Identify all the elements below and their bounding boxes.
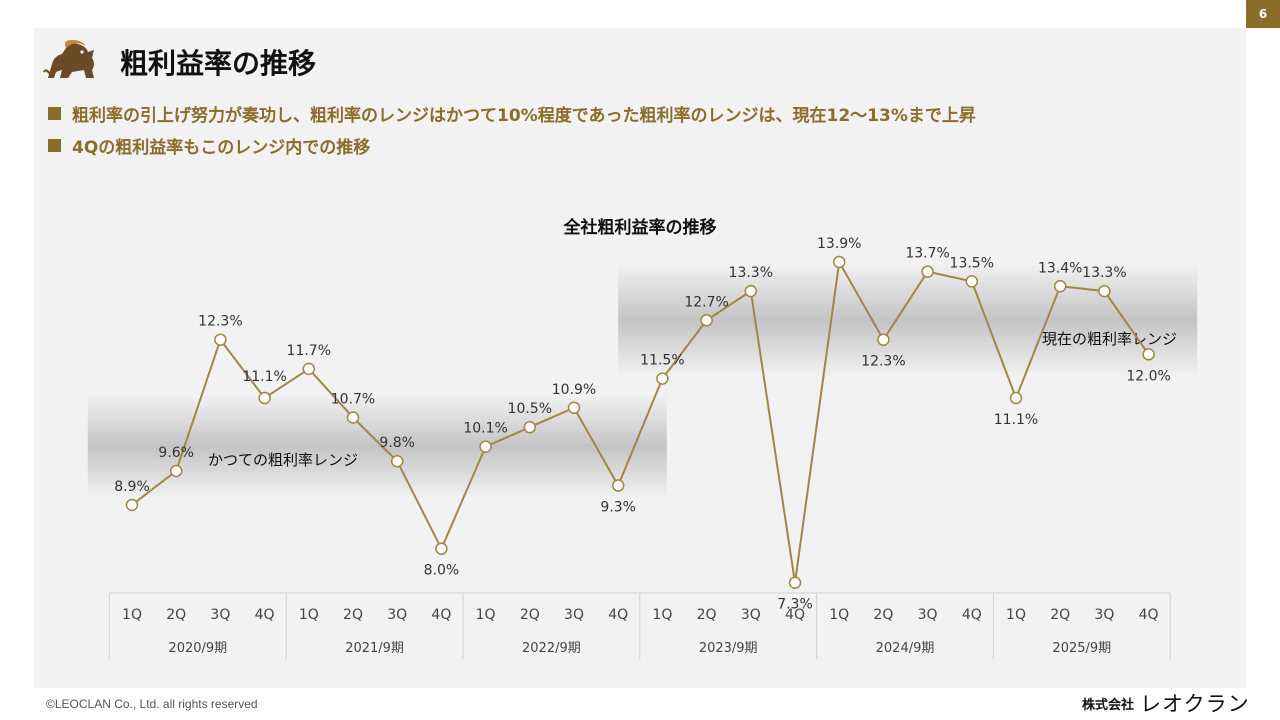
lion-icon bbox=[43, 40, 94, 78]
data-point bbox=[523, 420, 537, 434]
copyright: ©LEOCLAN Co., Ltd. all rights reserved bbox=[46, 697, 258, 711]
company-name: レオクラン bbox=[1140, 692, 1250, 716]
x-tick-label: 1Q bbox=[122, 607, 142, 623]
data-label: 11.1% bbox=[242, 369, 286, 385]
x-tick-label: 3Q bbox=[918, 607, 938, 623]
bullet-text: 4Qの粗利益率もこのレンジ内での推移 bbox=[72, 138, 371, 158]
x-tick-label: 4Q bbox=[1139, 607, 1159, 623]
company-prefix: 株式会社 bbox=[1082, 697, 1135, 713]
data-label: 13.3% bbox=[1082, 265, 1126, 281]
x-tick-label: 2Q bbox=[873, 607, 893, 623]
data-point bbox=[302, 362, 316, 376]
data-point bbox=[1098, 284, 1111, 298]
data-point bbox=[832, 255, 846, 269]
data-point bbox=[479, 440, 492, 453]
data-point bbox=[125, 498, 139, 512]
data-point bbox=[656, 372, 669, 385]
data-label: 8.9% bbox=[114, 479, 150, 495]
x-group-label: 2024/9期 bbox=[876, 641, 935, 656]
data-label: 9.3% bbox=[600, 500, 636, 516]
x-tick-label: 3Q bbox=[387, 607, 407, 623]
data-point bbox=[1053, 280, 1067, 293]
data-point bbox=[258, 391, 271, 405]
data-point bbox=[921, 265, 934, 278]
bullet-square-icon bbox=[48, 139, 61, 152]
x-group-label: 2025/9期 bbox=[1052, 641, 1111, 656]
data-point bbox=[435, 542, 448, 555]
data-label: 10.7% bbox=[331, 391, 375, 407]
data-point bbox=[788, 576, 802, 589]
data-label: 9.8% bbox=[379, 435, 415, 451]
data-label: 8.0% bbox=[424, 563, 460, 579]
x-tick-label: 1Q bbox=[652, 607, 672, 623]
data-point bbox=[214, 333, 227, 346]
band-label-current: 現在の粗利率レンジ bbox=[1042, 330, 1177, 348]
data-point bbox=[1009, 391, 1023, 405]
x-tick-label: 2Q bbox=[166, 607, 186, 623]
data-label: 9.6% bbox=[158, 445, 194, 461]
x-tick-label: 1Q bbox=[476, 607, 496, 623]
x-tick-label: 4Q bbox=[255, 607, 275, 623]
x-group-label: 2023/9期 bbox=[699, 641, 758, 656]
x-tick-label: 4Q bbox=[608, 607, 628, 623]
x-group-label: 2022/9期 bbox=[522, 641, 581, 656]
data-point bbox=[1142, 348, 1155, 361]
x-tick-label: 1Q bbox=[1006, 607, 1026, 623]
bullet-item: 4Qの粗利益率もこのレンジ内での推移 bbox=[48, 133, 370, 158]
x-group-label: 2020/9期 bbox=[168, 641, 227, 656]
data-label: 12.3% bbox=[198, 314, 242, 330]
data-point bbox=[390, 454, 404, 468]
x-tick-label: 2Q bbox=[697, 607, 717, 623]
x-tick-label: 3Q bbox=[741, 607, 761, 623]
data-point bbox=[965, 275, 979, 288]
x-tick-label: 4Q bbox=[785, 607, 805, 623]
x-group-label: 2021/9期 bbox=[345, 641, 404, 656]
data-label: 10.1% bbox=[463, 421, 507, 437]
bullet-square-icon bbox=[48, 107, 61, 120]
x-tick-label: 4Q bbox=[431, 607, 451, 623]
x-tick-label: 1Q bbox=[829, 607, 849, 623]
data-point bbox=[877, 333, 890, 346]
data-label: 13.5% bbox=[950, 255, 994, 271]
data-label: 13.9% bbox=[817, 236, 861, 252]
series-line bbox=[131, 258, 1150, 583]
range-band bbox=[618, 263, 1198, 378]
data-point bbox=[744, 284, 758, 298]
data-point bbox=[346, 411, 360, 424]
x-tick-label: 3Q bbox=[564, 607, 584, 623]
data-label: 13.7% bbox=[905, 246, 949, 262]
data-label: 7.3% bbox=[777, 597, 813, 613]
data-point bbox=[700, 314, 713, 327]
data-label: 11.5% bbox=[640, 353, 684, 369]
x-tick-label: 4Q bbox=[962, 607, 982, 623]
chart-title: 全社粗利益率の推移 bbox=[563, 218, 717, 238]
data-point bbox=[611, 479, 625, 492]
data-label: 13.3% bbox=[729, 265, 773, 281]
data-label: 13.4% bbox=[1038, 260, 1082, 276]
data-label: 10.9% bbox=[552, 382, 596, 398]
x-tick-label: 3Q bbox=[1094, 607, 1114, 623]
data-label: 11.1% bbox=[994, 412, 1038, 428]
data-label: 12.0% bbox=[1126, 368, 1170, 384]
page-title: 粗利益率の推移 bbox=[120, 47, 317, 80]
x-tick-label: 2Q bbox=[343, 607, 363, 623]
x-tick-label: 1Q bbox=[299, 607, 319, 623]
x-tick-label: 2Q bbox=[520, 607, 540, 623]
data-point bbox=[567, 401, 581, 415]
data-label: 11.7% bbox=[287, 343, 331, 359]
data-label: 12.7% bbox=[684, 294, 728, 310]
band-label-past: かつての粗利率レンジ bbox=[208, 451, 358, 469]
data-label: 12.3% bbox=[861, 354, 905, 370]
x-tick-label: 3Q bbox=[210, 607, 230, 623]
x-tick-label: 2Q bbox=[1050, 607, 1070, 623]
bullet-text: 粗利率の引上げ努力が奏功し、粗利率のレンジはかつて10%程度であった粗利率のレン… bbox=[72, 106, 976, 126]
company-logo: 株式会社 レオクラン bbox=[1082, 688, 1250, 718]
data-label: 10.5% bbox=[508, 401, 552, 417]
page-number: 6 bbox=[1246, 0, 1280, 28]
data-point bbox=[169, 464, 183, 478]
bullet-item: 粗利率の引上げ努力が奏功し、粗利率のレンジはかつて10%程度であった粗利率のレン… bbox=[48, 101, 976, 126]
